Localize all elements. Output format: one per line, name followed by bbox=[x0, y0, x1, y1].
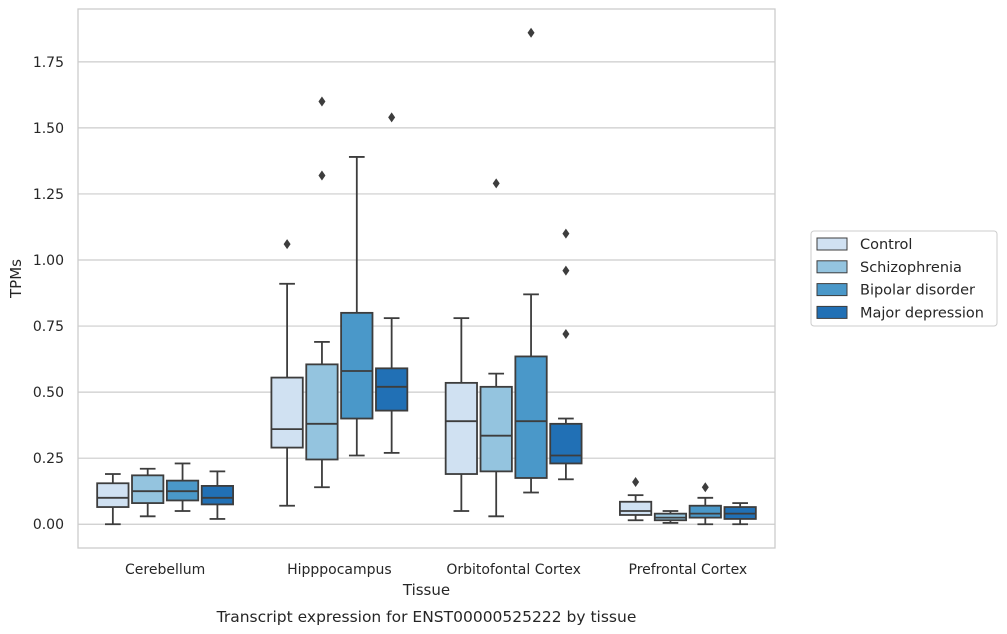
box-schizophrenia bbox=[479, 178, 513, 518]
box-major-depression bbox=[200, 470, 234, 520]
box-iqr bbox=[200, 485, 234, 506]
outlier-point bbox=[562, 265, 570, 276]
box-schizophrenia bbox=[653, 510, 688, 524]
y-tick-label: 1.25 bbox=[33, 187, 64, 203]
legend-swatch bbox=[816, 283, 848, 297]
box-major-depression bbox=[375, 112, 409, 454]
box-iqr bbox=[340, 311, 374, 420]
box-iqr bbox=[514, 355, 548, 479]
outlier-point bbox=[527, 27, 535, 38]
box-iqr bbox=[96, 482, 130, 508]
legend-entry: Schizophrenia bbox=[816, 260, 962, 276]
box-major-depression bbox=[723, 502, 757, 526]
legend-swatch bbox=[816, 260, 848, 274]
outlier-point bbox=[492, 178, 500, 189]
box-iqr bbox=[479, 385, 513, 473]
box-bipolar-disorder bbox=[165, 462, 200, 512]
outlier-point bbox=[562, 328, 570, 339]
box-control bbox=[444, 317, 478, 512]
box-bipolar-disorder bbox=[340, 156, 374, 457]
y-tick-label: 1.00 bbox=[33, 253, 64, 269]
gridlines bbox=[78, 61, 775, 525]
y-tick-label: 1.75 bbox=[33, 55, 64, 71]
box-control bbox=[96, 473, 130, 526]
box-major-depression bbox=[549, 228, 583, 481]
legend-label: Major depression bbox=[860, 305, 984, 321]
outlier-point bbox=[632, 476, 640, 487]
y-axis-label: TPMs bbox=[7, 259, 25, 299]
x-tick-labels: Cerebellum Hipppocampus Orbitofontal Corte… bbox=[125, 562, 747, 578]
legend-frame bbox=[810, 230, 998, 327]
box-iqr bbox=[375, 367, 409, 412]
legend-label: Bipolar disorder bbox=[860, 283, 975, 299]
y-tick-label: 0.25 bbox=[33, 451, 64, 467]
chart-caption: Transcript expression for ENST0000052522… bbox=[216, 608, 637, 626]
x-tick-label: Hipppocampus bbox=[287, 562, 392, 578]
x-tick-label: Prefrontal Cortex bbox=[629, 562, 748, 578]
y-tick-label: 0.75 bbox=[33, 319, 64, 335]
x-tick-label: Orbitofontal Cortex bbox=[446, 562, 581, 578]
legend: Control Schizophrenia Bipolar disorder Majo… bbox=[810, 230, 998, 327]
x-tick-label: Cerebellum bbox=[125, 562, 205, 578]
outlier-point bbox=[318, 96, 326, 107]
outlier-point bbox=[562, 228, 570, 239]
plot-area-frame bbox=[77, 8, 776, 549]
legend-entry: Bipolar disorder bbox=[816, 283, 975, 299]
legend-label: Control bbox=[860, 237, 912, 253]
box-iqr bbox=[688, 504, 722, 519]
box-bipolar-disorder bbox=[688, 482, 722, 526]
legend-label: Schizophrenia bbox=[860, 260, 962, 276]
boxes bbox=[96, 27, 757, 526]
box-iqr bbox=[549, 422, 583, 465]
legend-swatch bbox=[816, 305, 848, 319]
box-schizophrenia bbox=[305, 96, 339, 489]
box-iqr bbox=[305, 363, 339, 461]
legend-entry: Major depression bbox=[816, 305, 984, 321]
box-schizophrenia bbox=[131, 467, 165, 518]
y-tick-label: 0.00 bbox=[33, 517, 64, 533]
box-control bbox=[619, 476, 653, 522]
legend-swatch bbox=[816, 237, 848, 251]
box-iqr bbox=[270, 376, 304, 449]
box-control bbox=[270, 239, 304, 507]
y-tick-label: 0.50 bbox=[33, 385, 64, 401]
box-bipolar-disorder bbox=[514, 27, 548, 494]
outlier-point bbox=[388, 112, 396, 123]
outlier-point bbox=[701, 482, 709, 493]
box-iqr bbox=[619, 500, 653, 516]
y-tick-labels: 0.00 0.25 0.50 0.75 1.00 1.25 1.50 1.75 bbox=[33, 55, 64, 533]
box-iqr bbox=[131, 474, 165, 504]
x-axis-label: Tissue bbox=[402, 581, 450, 599]
box-iqr bbox=[444, 381, 478, 475]
outlier-point bbox=[283, 239, 291, 250]
legend-entry: Control bbox=[816, 237, 912, 253]
outlier-point bbox=[318, 170, 326, 181]
y-tick-label: 1.50 bbox=[33, 121, 64, 137]
